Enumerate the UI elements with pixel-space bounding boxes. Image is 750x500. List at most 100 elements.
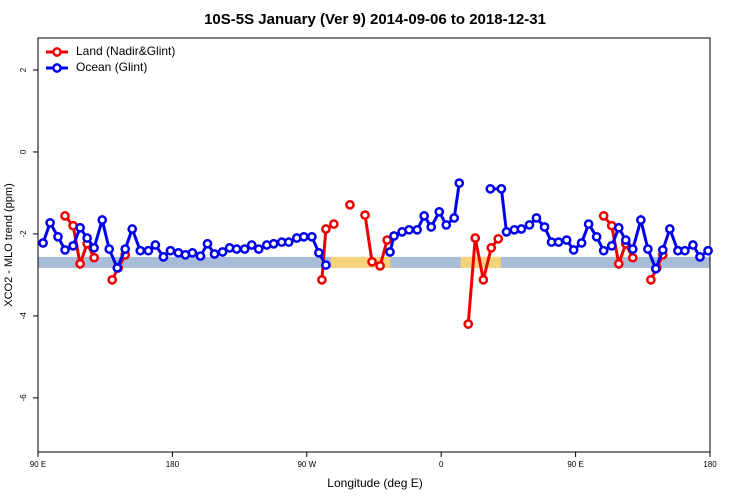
data-point bbox=[485, 183, 496, 194]
data-point bbox=[231, 244, 242, 254]
data-point bbox=[688, 240, 698, 250]
data-point bbox=[643, 244, 653, 254]
data-point bbox=[68, 240, 78, 251]
data-point bbox=[202, 238, 213, 249]
data-point bbox=[107, 274, 118, 285]
data-point bbox=[613, 259, 624, 269]
data-point bbox=[650, 263, 661, 274]
data-point bbox=[283, 237, 294, 247]
data-point bbox=[470, 233, 481, 243]
data-point bbox=[328, 219, 339, 229]
data-point bbox=[598, 245, 609, 256]
data-point bbox=[561, 235, 572, 245]
data-point bbox=[493, 234, 504, 244]
x-tick-label: 0 bbox=[439, 460, 444, 469]
x-tick-label: 90 E bbox=[567, 460, 583, 469]
data-point bbox=[434, 206, 445, 217]
data-point bbox=[412, 224, 423, 235]
data-point bbox=[695, 252, 705, 262]
data-point bbox=[385, 247, 395, 257]
data-point bbox=[321, 260, 331, 270]
y-tick-label: -6 bbox=[19, 394, 28, 402]
data-point bbox=[82, 233, 92, 243]
data-point bbox=[314, 247, 324, 258]
data-point bbox=[360, 210, 370, 220]
legend-label: Ocean (Glint) bbox=[76, 60, 147, 74]
data-point bbox=[158, 252, 169, 262]
data-point bbox=[53, 231, 63, 242]
data-point bbox=[496, 183, 507, 194]
data-point bbox=[143, 245, 154, 256]
data-point bbox=[486, 243, 497, 253]
data-point bbox=[646, 274, 656, 285]
data-point bbox=[135, 245, 146, 256]
data-point bbox=[120, 244, 131, 254]
legend-marker bbox=[52, 63, 62, 73]
data-point bbox=[583, 219, 594, 229]
data-point bbox=[591, 231, 602, 242]
data-point bbox=[298, 231, 309, 242]
data-point bbox=[501, 227, 512, 237]
x-axis-label: Longitude (deg E) bbox=[327, 476, 422, 490]
data-point bbox=[253, 244, 264, 254]
data-point bbox=[209, 249, 220, 259]
legend-marker bbox=[52, 47, 62, 57]
data-point bbox=[576, 238, 587, 248]
data-point bbox=[367, 256, 377, 267]
data-point bbox=[553, 237, 564, 247]
legend-label: Land (Nadir&Glint) bbox=[76, 44, 175, 58]
data-point bbox=[195, 251, 206, 261]
data-point bbox=[636, 215, 646, 225]
plot-frame bbox=[37, 37, 711, 453]
data-point bbox=[60, 211, 70, 221]
data-point bbox=[389, 231, 399, 241]
data-point bbox=[531, 213, 542, 223]
data-point bbox=[112, 263, 123, 273]
y-tick-label: 2 bbox=[19, 67, 28, 72]
data-point bbox=[375, 261, 385, 271]
x-tick-label: 180 bbox=[703, 460, 717, 469]
data-point bbox=[45, 218, 55, 228]
data-point bbox=[60, 245, 70, 255]
data-point bbox=[524, 220, 535, 230]
data-point bbox=[307, 231, 317, 242]
data-point bbox=[150, 240, 161, 250]
data-point bbox=[317, 274, 327, 285]
data-point bbox=[620, 235, 631, 245]
data-point bbox=[217, 247, 228, 257]
land-span bbox=[330, 256, 391, 268]
data-point bbox=[680, 245, 690, 256]
data-point bbox=[613, 222, 624, 233]
data-point bbox=[239, 244, 250, 254]
data-point bbox=[478, 274, 489, 285]
data-point bbox=[441, 220, 452, 230]
data-point bbox=[246, 240, 257, 250]
data-point bbox=[426, 222, 437, 232]
data-point bbox=[187, 247, 198, 258]
data-point bbox=[664, 224, 675, 234]
data-point bbox=[268, 238, 279, 249]
data-point bbox=[463, 319, 474, 329]
y-tick-label: -4 bbox=[19, 312, 28, 320]
chart-title: 10S-5S January (Ver 9) 2014-09-06 to 201… bbox=[204, 11, 546, 28]
y-tick-label: 0 bbox=[19, 149, 28, 154]
x-tick-label: 90 W bbox=[297, 460, 316, 469]
x-tick-label: 90 E bbox=[30, 460, 46, 469]
data-point bbox=[449, 213, 460, 223]
data-point bbox=[382, 235, 392, 245]
data-point bbox=[454, 178, 465, 188]
data-point bbox=[345, 199, 355, 210]
x-tick-label: 180 bbox=[166, 460, 180, 469]
data-point bbox=[165, 245, 176, 256]
data-point bbox=[539, 222, 550, 232]
y-axis-label: XCO2 - MLO trend (ppm) bbox=[3, 183, 15, 306]
data-point bbox=[606, 240, 617, 251]
data-point bbox=[404, 224, 414, 235]
data-point bbox=[89, 252, 99, 263]
data-point bbox=[127, 224, 138, 234]
data-point bbox=[627, 252, 638, 263]
data-point bbox=[97, 215, 108, 225]
y-tick-label: -2 bbox=[19, 230, 28, 238]
data-point bbox=[598, 211, 609, 221]
